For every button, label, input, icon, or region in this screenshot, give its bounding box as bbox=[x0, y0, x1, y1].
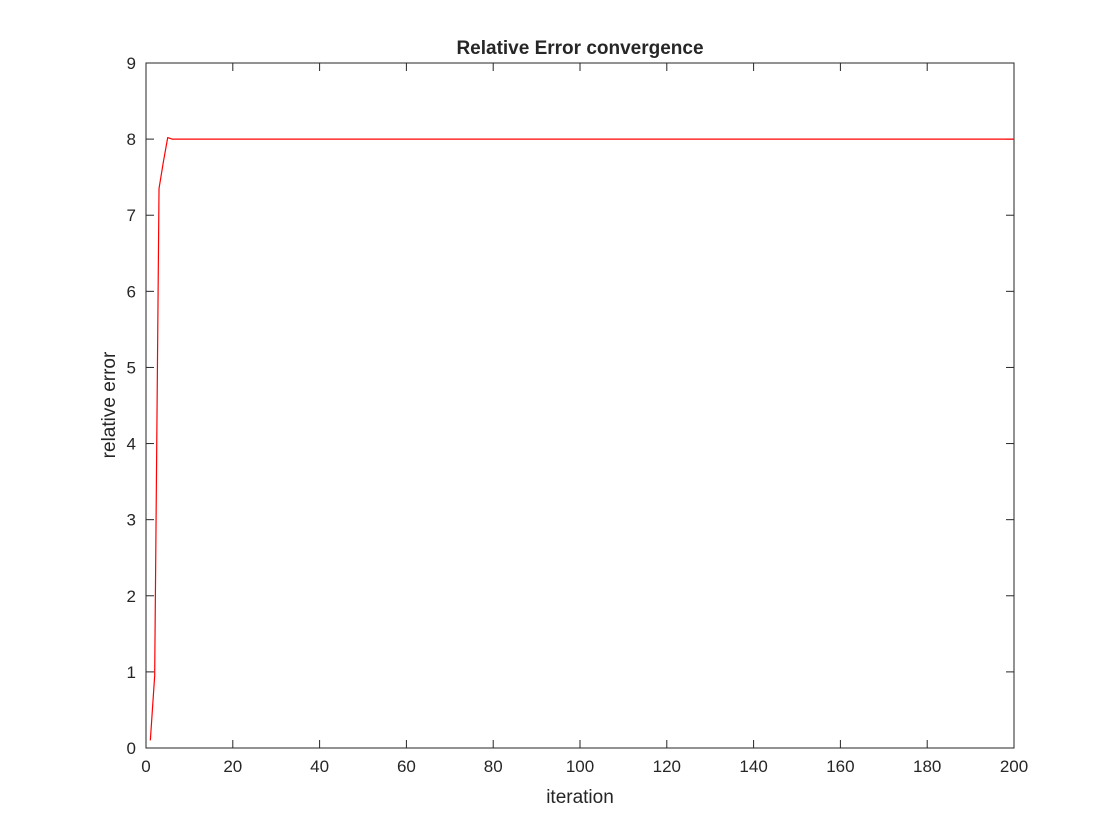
series-line-0 bbox=[149, 136, 1014, 741]
x-tick-label: 200 bbox=[1000, 757, 1028, 776]
x-tick-label: 140 bbox=[739, 757, 767, 776]
chart-title: Relative Error convergence bbox=[456, 38, 703, 59]
y-tick-label: 9 bbox=[127, 54, 136, 73]
y-tick-label: 4 bbox=[127, 435, 136, 454]
x-tick-label: 40 bbox=[310, 757, 329, 776]
plot-area bbox=[145, 62, 1015, 749]
y-tick-label: 1 bbox=[127, 663, 136, 682]
x-tick-label: 180 bbox=[913, 757, 941, 776]
y-tick-label: 8 bbox=[127, 130, 136, 149]
x-axis-label: iteration bbox=[546, 787, 614, 808]
x-tick-label: 100 bbox=[566, 757, 594, 776]
y-axis-ticks: 0 1 2 3 4 5 6 7 8 9 bbox=[127, 54, 1014, 758]
y-tick-label: 2 bbox=[127, 587, 136, 606]
x-tick-label: 120 bbox=[653, 757, 681, 776]
series-layer bbox=[149, 136, 1014, 741]
y-tick-label: 3 bbox=[127, 511, 136, 530]
x-tick-label: 160 bbox=[826, 757, 854, 776]
x-tick-label: 20 bbox=[223, 757, 242, 776]
y-tick-label: 5 bbox=[127, 358, 136, 377]
y-tick-label: 7 bbox=[127, 206, 136, 225]
y-axis-label: relative error bbox=[99, 351, 120, 458]
x-tick-label: 0 bbox=[141, 757, 150, 776]
y-tick-label: 6 bbox=[127, 282, 136, 301]
x-tick-label: 80 bbox=[484, 757, 503, 776]
x-tick-label: 60 bbox=[397, 757, 416, 776]
y-tick-label: 0 bbox=[127, 739, 136, 758]
x-axis-ticks: 0 20 40 60 80 100 120 140 160 180 200 bbox=[141, 63, 1028, 776]
